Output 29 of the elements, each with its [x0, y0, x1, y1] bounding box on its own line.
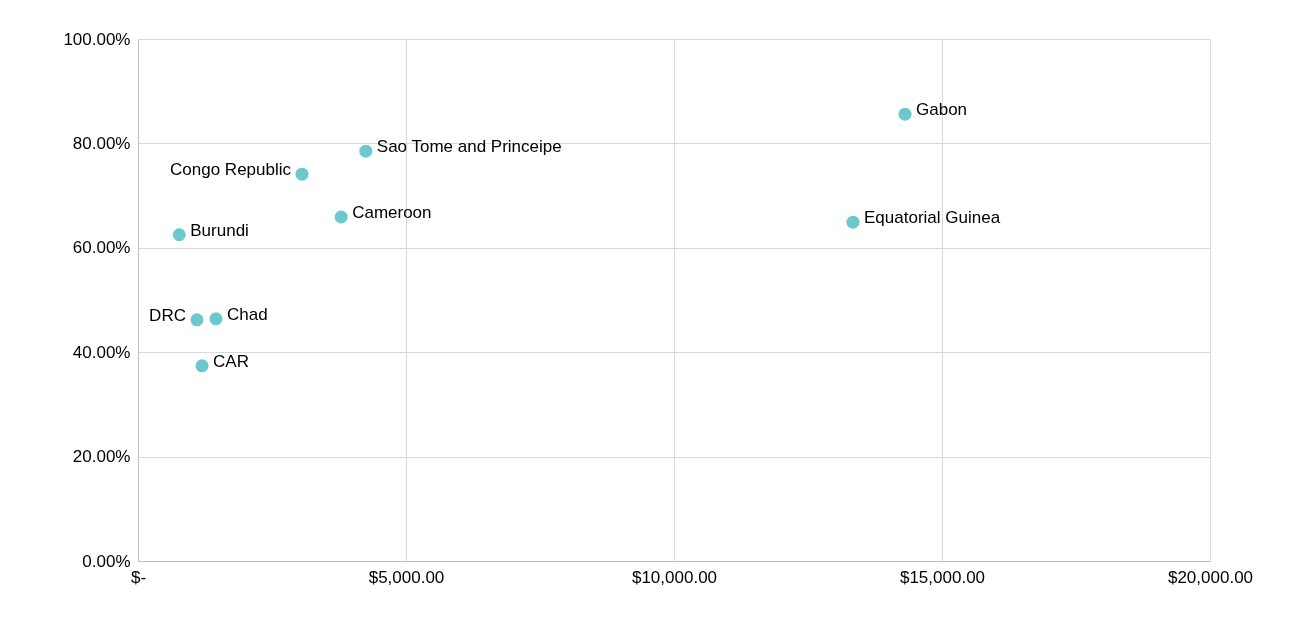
- point: [846, 215, 860, 229]
- x-tick-label: $15,000.00: [899, 567, 986, 587]
- y-tick-label: 40.00%: [72, 342, 131, 362]
- annotation: Equatorial Guinea: [864, 208, 1001, 228]
- annotation: Cameroon: [352, 203, 432, 222]
- annotation: Burundi: [190, 220, 249, 240]
- y-tick-label: 60.00%: [72, 238, 131, 258]
- annotation: Sao Tome and Princeipe: [376, 137, 562, 157]
- annotation: Congo Republic: [170, 160, 292, 180]
- y-tick-label: 0.00%: [82, 551, 131, 571]
- y-tick-label: 20.00%: [72, 447, 131, 467]
- x-tick-label: $10,000.00: [631, 567, 718, 587]
- annotation: Chad: [226, 304, 268, 324]
- annotation: CAR: [213, 351, 249, 371]
- annotation: Gabon: [916, 100, 968, 120]
- point: [359, 144, 373, 158]
- x-tick-label: $20,000.00: [1167, 567, 1254, 587]
- point: [295, 167, 309, 181]
- point: [209, 312, 223, 326]
- y-tick-label: 80.00%: [72, 133, 131, 153]
- y-tick-label: 100.00%: [63, 29, 131, 49]
- x-tick-label: $-: [130, 567, 147, 587]
- point: [334, 210, 348, 224]
- annotation: DRC: [149, 305, 186, 325]
- point: [172, 228, 186, 242]
- x-tick-label: $5,000.00: [368, 567, 445, 587]
- point: [898, 107, 912, 121]
- point: [190, 313, 204, 327]
- point: [195, 359, 209, 373]
